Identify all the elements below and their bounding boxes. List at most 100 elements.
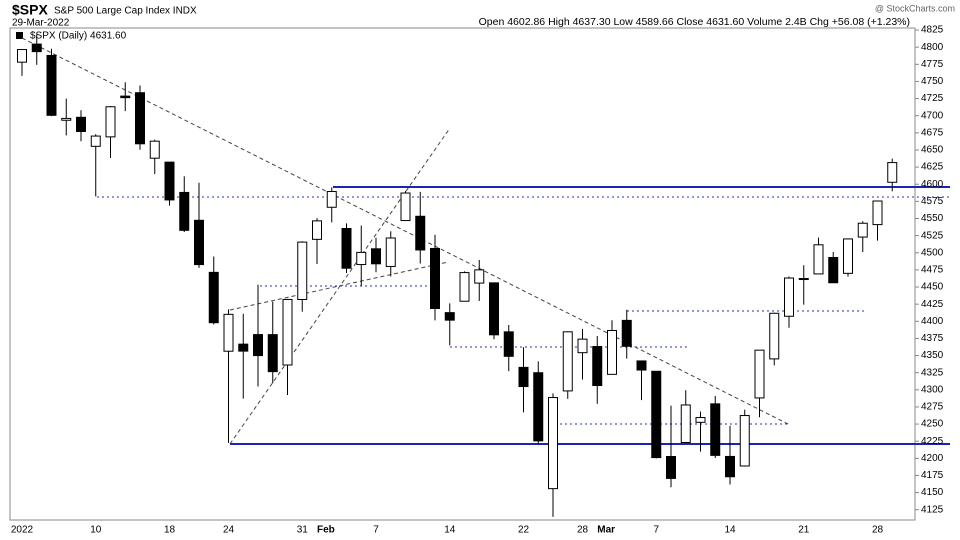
x-tick-label: 31 bbox=[297, 525, 309, 536]
candle-body bbox=[695, 417, 706, 423]
y-tick-label: 4775 bbox=[921, 59, 944, 70]
candle-body bbox=[415, 215, 426, 251]
y-tick-label: 4725 bbox=[921, 93, 944, 104]
candle-body bbox=[135, 92, 145, 145]
candle-body bbox=[651, 370, 662, 459]
candle-body bbox=[326, 191, 337, 208]
y-tick-label: 4550 bbox=[921, 213, 944, 224]
candle-body bbox=[474, 269, 485, 284]
candle-body bbox=[503, 331, 514, 357]
candle-body bbox=[253, 334, 263, 357]
candle-body bbox=[76, 116, 86, 132]
candle-body bbox=[666, 456, 676, 479]
y-tick-label: 4700 bbox=[921, 110, 944, 121]
candle-body bbox=[444, 312, 455, 321]
candle-body bbox=[297, 241, 308, 300]
candle-body bbox=[356, 251, 367, 266]
candle-body bbox=[577, 338, 588, 354]
y-tick-label: 4375 bbox=[921, 333, 944, 344]
candle-body bbox=[784, 277, 794, 317]
y-tick-label: 4400 bbox=[921, 316, 944, 327]
candle-body bbox=[400, 192, 411, 222]
x-tick-label: 21 bbox=[798, 525, 810, 536]
candle-body bbox=[710, 403, 721, 456]
y-tick-label: 4225 bbox=[921, 436, 944, 447]
x-tick-label: 7 bbox=[653, 525, 659, 536]
candle-body bbox=[489, 282, 499, 336]
date: 29-Mar-2022 bbox=[12, 18, 70, 29]
candle-body bbox=[149, 140, 160, 159]
y-tick-label: 4450 bbox=[921, 282, 944, 293]
y-tick-label: 4575 bbox=[921, 196, 944, 207]
candle-body bbox=[194, 219, 204, 266]
candle-body bbox=[533, 372, 544, 442]
legend: $SPX (Daily) 4631.60 bbox=[30, 31, 127, 42]
x-tick-label: 28 bbox=[577, 525, 589, 536]
y-tick-label: 4200 bbox=[921, 453, 944, 464]
quote: Open 4602.86 High 4637.30 Low 4589.66 Cl… bbox=[479, 16, 910, 28]
y-tick-label: 4800 bbox=[921, 42, 944, 53]
x-tick-label: 14 bbox=[724, 525, 736, 536]
y-tick-label: 4625 bbox=[921, 162, 944, 173]
candle-body bbox=[607, 330, 617, 375]
y-tick-label: 4675 bbox=[921, 127, 944, 138]
x-tick-label: 28 bbox=[872, 525, 884, 536]
candle-body bbox=[223, 313, 234, 352]
y-tick-label: 4750 bbox=[921, 76, 944, 87]
x-tick-label: 14 bbox=[444, 525, 456, 536]
candle-body bbox=[164, 161, 175, 201]
candle-body bbox=[238, 343, 249, 352]
y-tick-label: 4500 bbox=[921, 247, 944, 258]
x-tick-label: 18 bbox=[164, 525, 176, 536]
candle-body bbox=[46, 54, 57, 116]
candle-body bbox=[592, 346, 603, 387]
y-tick-label: 4475 bbox=[921, 265, 944, 276]
candle-body bbox=[459, 272, 470, 302]
candle-body bbox=[798, 278, 809, 281]
candle-body bbox=[312, 220, 322, 240]
y-tick-label: 4825 bbox=[921, 25, 944, 36]
annotations bbox=[21, 37, 950, 445]
y-tick-label: 4275 bbox=[921, 402, 944, 413]
x-tick-label: 7 bbox=[373, 525, 379, 536]
candle-body bbox=[562, 331, 573, 392]
candle-body bbox=[208, 271, 219, 324]
candle-body bbox=[680, 404, 691, 443]
index-name: S&P 500 Large Cap Index INDX bbox=[54, 6, 197, 17]
y-tick-label: 4350 bbox=[921, 350, 944, 361]
y-tick-label: 4150 bbox=[921, 487, 944, 498]
candle-body bbox=[813, 244, 824, 275]
y-tick-label: 4300 bbox=[921, 384, 944, 395]
x-tick-label: 2022 bbox=[11, 525, 34, 536]
candle-body bbox=[90, 135, 101, 147]
x-tick-label: 24 bbox=[223, 525, 235, 536]
candle-body bbox=[857, 222, 868, 238]
candle-body bbox=[548, 397, 558, 490]
y-tick-label: 4425 bbox=[921, 299, 944, 310]
candle-body bbox=[518, 366, 529, 388]
y-tick-label: 4125 bbox=[921, 504, 944, 515]
y-tick-label: 4650 bbox=[921, 145, 944, 156]
x-tick-label: 10 bbox=[90, 525, 102, 536]
symbol: $SPX bbox=[12, 2, 48, 18]
y-tick-label: 4175 bbox=[921, 470, 944, 481]
candle-body bbox=[887, 162, 898, 183]
trend-line bbox=[21, 37, 791, 426]
x-tick-label: Feb bbox=[317, 525, 335, 536]
y-tick-label: 4250 bbox=[921, 419, 944, 430]
credit: @ StockCharts.com bbox=[875, 3, 955, 13]
candle-body bbox=[385, 237, 396, 267]
candle-body bbox=[621, 319, 632, 347]
candle-body bbox=[179, 191, 190, 231]
candle-body bbox=[430, 247, 440, 310]
y-tick-label: 4325 bbox=[921, 367, 944, 378]
y-tick-label: 4600 bbox=[921, 179, 944, 190]
candle-body bbox=[843, 238, 853, 274]
y-tick-label: 4525 bbox=[921, 230, 944, 241]
candle-body bbox=[120, 95, 131, 99]
candle-body bbox=[267, 334, 278, 373]
candle-body bbox=[739, 415, 750, 467]
candle-body bbox=[341, 227, 352, 269]
candle-body bbox=[754, 349, 765, 399]
